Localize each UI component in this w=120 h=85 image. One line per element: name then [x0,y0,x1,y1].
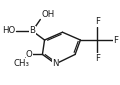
Text: F: F [113,36,118,45]
Text: B: B [29,27,35,36]
Text: O: O [26,50,33,59]
Text: F: F [95,54,100,63]
Text: OH: OH [42,10,55,19]
Text: HO: HO [2,27,15,36]
Text: N: N [52,59,59,68]
Text: F: F [95,17,100,26]
Text: CH₃: CH₃ [13,59,29,68]
